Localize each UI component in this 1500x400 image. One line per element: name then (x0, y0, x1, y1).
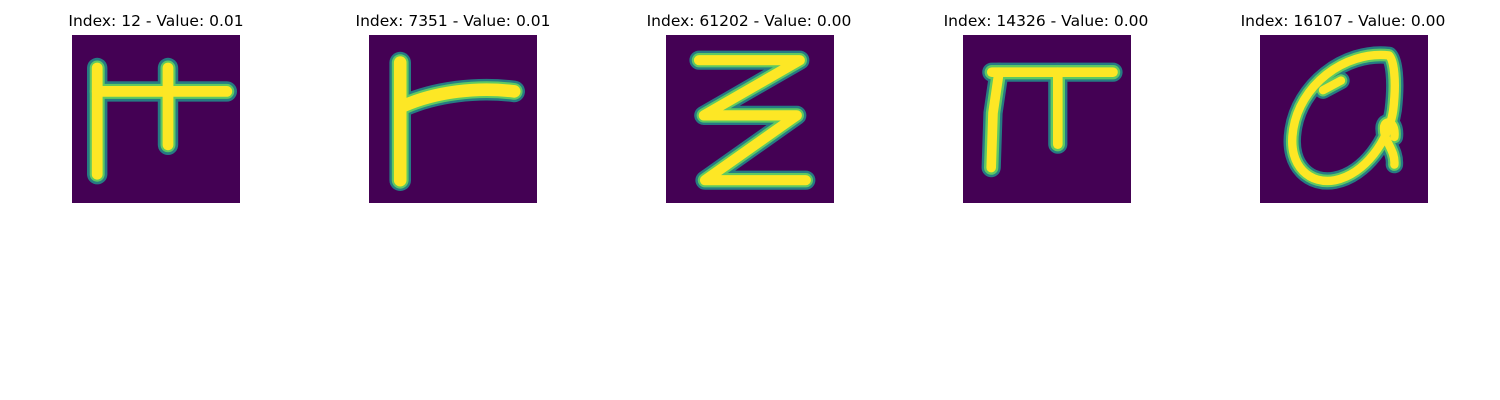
panel-title: Index: 7351 - Value: 0.01 (355, 12, 551, 30)
panel-title: Index: 12 - Value: 0.01 (68, 12, 244, 30)
image-panel-1: Index: 12 - Value: 0.01 (8, 0, 304, 210)
image-panel-4: Index: 14326 - Value: 0.00 (898, 0, 1194, 210)
panel-title: Index: 16107 - Value: 0.00 (1240, 12, 1446, 30)
image-panel-5: Index: 16107 - Value: 0.00 (1195, 0, 1491, 210)
glyph-14326-image (963, 35, 1131, 203)
glyph-12-image (72, 35, 240, 203)
glyph-7351-image (369, 35, 537, 203)
panel-title: Index: 61202 - Value: 0.00 (646, 12, 852, 30)
glyph-16107-image (1260, 35, 1428, 203)
image-panel-3: Index: 61202 - Value: 0.00 (601, 0, 897, 210)
glyph-61202-image (666, 35, 834, 203)
panel-title: Index: 14326 - Value: 0.00 (943, 12, 1149, 30)
image-panel-2: Index: 7351 - Value: 0.01 (305, 0, 601, 210)
